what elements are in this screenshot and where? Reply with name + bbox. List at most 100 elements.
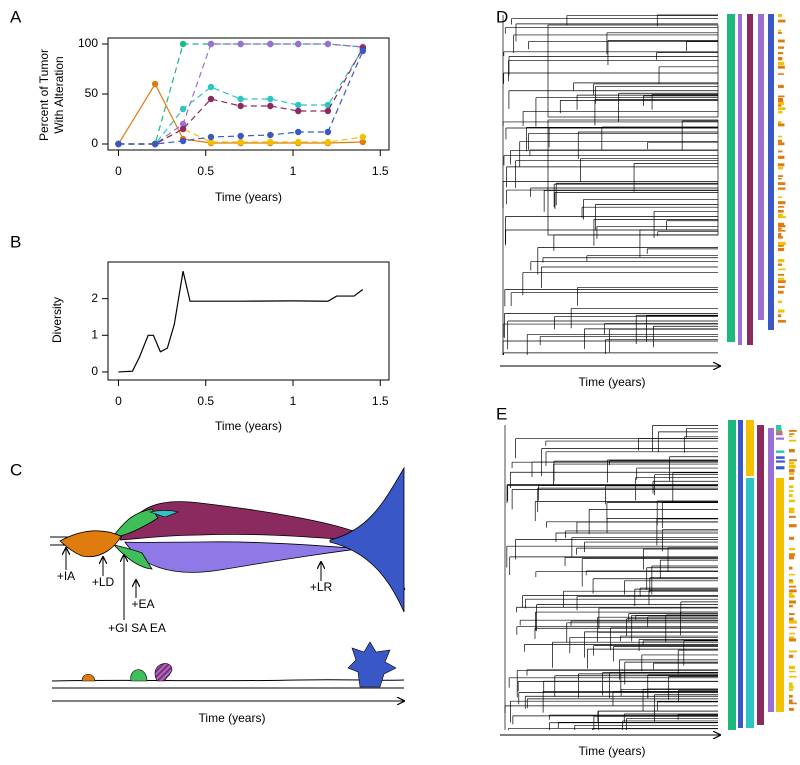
data-point	[237, 95, 244, 103]
annotation-strip	[789, 636, 795, 640]
annotation-strip	[789, 581, 794, 584]
event-label: +EA	[131, 597, 154, 611]
annotation-strip	[789, 594, 795, 598]
y-tick-label: 1	[91, 327, 98, 341]
x-tick-label: 1.5	[372, 164, 389, 178]
annotation-strip	[778, 65, 785, 69]
annotation-strip	[778, 263, 782, 266]
annotation-strip	[789, 494, 793, 498]
data-point	[237, 102, 244, 110]
annotation-strip	[789, 585, 797, 588]
data-point	[267, 95, 274, 103]
data-point	[324, 128, 332, 136]
x-tick-label: 0.5	[197, 394, 214, 408]
annotation-strip	[789, 675, 797, 678]
annotation-strip	[778, 233, 782, 237]
tree-clade	[547, 119, 719, 236]
x-tick-label: 0	[115, 394, 122, 408]
data-point	[267, 40, 274, 48]
annotation-strip	[778, 102, 784, 105]
annotation-strip	[778, 51, 784, 55]
annotation-strip	[778, 139, 782, 143]
x-tick-label: 0.5	[197, 164, 214, 178]
data-point	[324, 107, 332, 115]
annotation-strip	[778, 111, 783, 114]
data-point	[207, 133, 215, 141]
data-point	[295, 107, 302, 115]
annotation-strip	[778, 277, 785, 280]
annotation-strip	[789, 694, 793, 698]
annotation-bar	[746, 420, 754, 476]
annotation-strip	[778, 216, 786, 219]
series-line	[118, 43, 363, 145]
annotation-strip	[789, 499, 796, 503]
data-point	[115, 140, 122, 148]
data-point	[207, 138, 215, 146]
annotation-strip	[778, 196, 783, 198]
data-point	[295, 138, 302, 146]
annotation-strip	[776, 427, 782, 432]
annotation-strip	[789, 638, 797, 642]
data-point	[267, 138, 274, 146]
annotation-strip	[789, 670, 796, 673]
annotation-strip	[789, 702, 797, 705]
annotation-strip	[778, 123, 785, 127]
annotation-strip	[778, 135, 783, 138]
event-label: +LD	[92, 575, 115, 589]
data-point	[359, 47, 367, 55]
annotation-bar	[768, 428, 774, 712]
annotation-strip	[789, 604, 793, 608]
panel-label: D	[496, 7, 508, 26]
x-tick-label: 1.5	[372, 394, 389, 408]
annotation-strip	[778, 213, 783, 218]
axis-title: Percent of Tumor	[37, 49, 51, 141]
series-line	[118, 43, 363, 145]
annotation-strip	[778, 163, 785, 167]
annotation-strip	[789, 592, 793, 596]
panel-label: E	[496, 404, 507, 423]
event-label: +IA	[57, 569, 75, 583]
annotation-strip	[778, 268, 786, 271]
annotation-strip	[789, 689, 794, 691]
data-point	[359, 138, 367, 146]
annotation-strip	[789, 490, 794, 492]
series-line	[118, 271, 364, 373]
annotation-strip	[776, 466, 785, 470]
annotation-strip	[789, 485, 794, 488]
annotation-strip	[778, 155, 785, 159]
annotation-strip	[778, 19, 786, 23]
annotation-strip	[778, 201, 786, 205]
annotation-strip	[789, 707, 794, 711]
annotation-bar	[758, 14, 764, 320]
annotation-strip	[789, 515, 796, 518]
annotation-strip	[778, 182, 786, 186]
annotation-strip	[778, 274, 785, 276]
annotation-strip	[778, 97, 783, 100]
y-tick-label: 0	[91, 364, 98, 378]
annotation-strip	[789, 469, 795, 473]
annotation-strip	[789, 461, 795, 465]
annotation-strip	[789, 613, 795, 616]
annotation-bar	[738, 14, 742, 345]
annotation-strip	[778, 84, 784, 89]
annotation-strip	[776, 437, 785, 440]
annotation-strip	[789, 509, 795, 514]
annotation-strip	[778, 46, 785, 49]
annotation-strip	[778, 175, 784, 178]
data-point	[295, 101, 302, 109]
x-tick-label: 0	[115, 164, 122, 178]
axis-title: With Alteration	[52, 56, 66, 133]
annotation-strip	[789, 464, 796, 469]
annotation-strip	[778, 259, 785, 263]
y-tick-label: 2	[91, 291, 98, 305]
annotation-strip	[778, 300, 783, 303]
axis-title: Time (years)	[215, 190, 282, 204]
annotation-bar	[776, 478, 784, 712]
annotation-strip	[778, 39, 785, 43]
annotation-strip	[778, 99, 784, 104]
annotation-strip	[789, 685, 794, 689]
annotation-strip	[778, 56, 783, 61]
annotation-strip	[778, 222, 785, 226]
annotation-bar	[738, 420, 743, 728]
